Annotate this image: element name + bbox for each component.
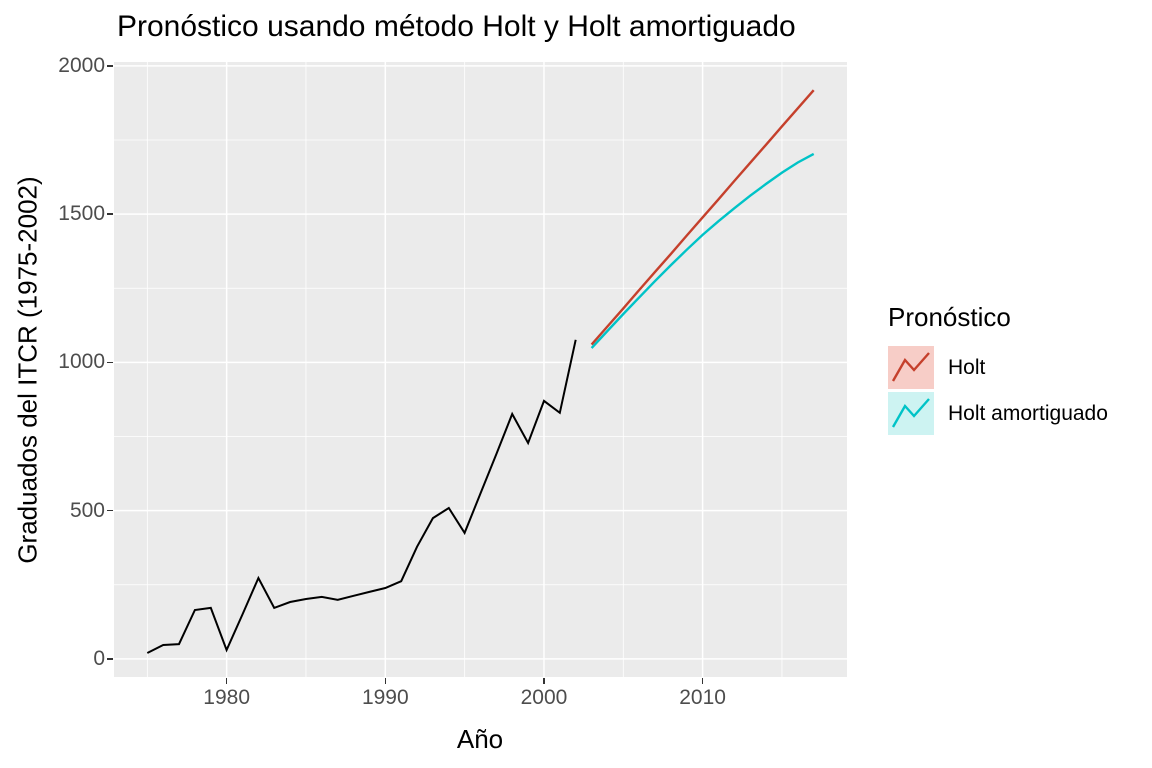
y-tick-label: 1500	[58, 202, 105, 226]
x-tick-mark	[701, 678, 704, 684]
legend-entry: Holt amortiguado	[888, 392, 1108, 435]
x-tick-label: 1980	[203, 686, 250, 709]
y-tick-mark	[107, 658, 113, 660]
legend-key-icon	[888, 392, 934, 435]
y-tick-label: 2000	[58, 53, 105, 77]
legend-key-icon	[888, 346, 934, 389]
y-tick-mark	[107, 65, 113, 67]
legend-entry-label: Holt amortiguado	[948, 401, 1108, 425]
y-tick-label: 0	[93, 646, 105, 670]
series-line-holt	[590, 89, 815, 346]
x-tick-mark	[225, 678, 228, 684]
chart-title: Pronóstico usando método Holt y Holt amo…	[117, 10, 796, 43]
legend-title: Pronóstico	[888, 302, 1011, 332]
legend-entry-label: Holt	[948, 355, 986, 379]
x-tick-mark	[543, 678, 545, 684]
x-tick-label: 2000	[520, 686, 568, 709]
panel-background	[114, 62, 847, 677]
x-tick-label: 2010	[679, 686, 726, 709]
y-tick-mark	[107, 509, 113, 512]
y-tick-mark	[107, 213, 113, 215]
y-tick-mark	[107, 361, 113, 364]
x-tick-mark	[384, 678, 387, 684]
legend: Pronóstico Holt Holt amortiguado	[888, 302, 1108, 438]
legend-entry: Holt	[888, 346, 1108, 389]
y-tick-label: 1000	[58, 350, 105, 374]
plot-panel	[114, 62, 847, 677]
y-tick-label: 500	[69, 498, 105, 522]
series-line-observados	[146, 339, 577, 654]
x-tick-label: 1990	[361, 686, 409, 709]
x-axis-title: Año	[456, 724, 504, 754]
series-line-holt-amortiguado	[590, 152, 815, 349]
legend-entries: Holt Holt amortiguado	[888, 346, 1108, 435]
plot-area-svg	[114, 62, 847, 677]
